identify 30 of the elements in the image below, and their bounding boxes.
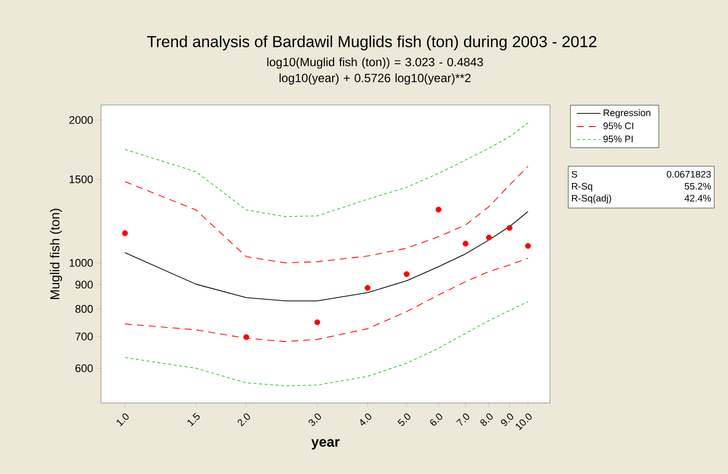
legend-label: 95% PI: [603, 136, 633, 142]
x-tick-label: 2.0: [238, 413, 250, 427]
x-tick-label: 1.0: [116, 413, 129, 426]
text: 55.2%: [684, 182, 711, 190]
y-tick-label: 700: [76, 332, 93, 340]
y-axis-title: Muglid fish (ton): [50, 208, 62, 299]
x-axis-title: year: [311, 439, 340, 450]
x-tick-label: 5.0: [398, 413, 410, 426]
x-tick-label: 9.0: [500, 413, 514, 426]
y-tick-label: 1000: [70, 259, 93, 267]
legend-label: Regression: [604, 109, 650, 118]
x-tick-label: 8.0: [480, 413, 493, 426]
chart-title: Trend analysis of Bardawil Muglids fish (ton) during 2003 - 2012: [147, 36, 596, 50]
x-tick-label: 3.0: [308, 413, 321, 426]
y-tick-label: 2000: [69, 116, 93, 124]
text: R-Sq: [572, 182, 592, 192]
y-tick-label: 1500: [70, 175, 93, 184]
x-tick-label: 7.0: [456, 413, 470, 426]
legend-label: 95% CI: [603, 122, 634, 130]
x-tick-label: 1.5: [188, 412, 200, 426]
text: R-Sq(adj): [572, 194, 612, 204]
text: 42.4%: [684, 194, 711, 202]
text: 0.0671823: [666, 170, 711, 178]
y-tick-label: 900: [75, 280, 93, 289]
text: S: [572, 170, 578, 178]
y-tick-label: 800: [75, 305, 93, 313]
chart-subtitle: log10(Muglid fish (ton)) = 3.023 - 0.4843 log10(year) + 0.5726 log10(year)**2: [267, 58, 483, 85]
y-tick-label: 600: [76, 364, 93, 372]
x-tick-label: 4.0: [360, 413, 372, 426]
x-tick-label: 6.0: [430, 413, 442, 426]
